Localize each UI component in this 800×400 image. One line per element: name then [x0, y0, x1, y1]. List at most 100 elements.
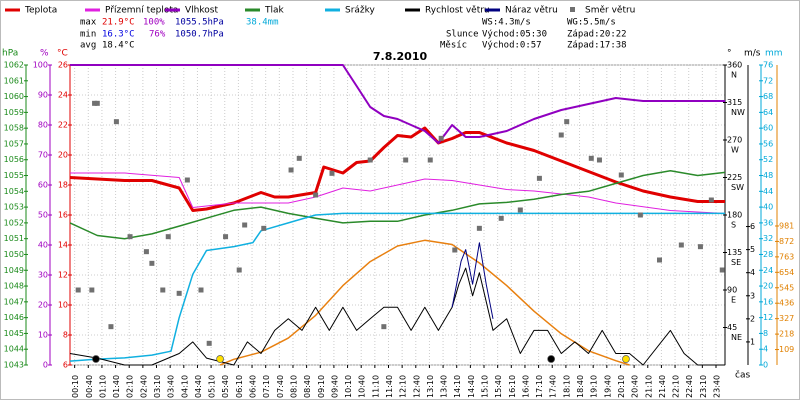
- axis-tick-label: 6: [63, 361, 68, 370]
- axis-unit: m/s: [744, 49, 761, 59]
- x-tick-label: 02:10: [126, 375, 135, 398]
- x-tick-label: 12:40: [412, 375, 421, 398]
- x-tick-label: 04:10: [180, 375, 189, 398]
- axis-tick-label: 18: [58, 181, 68, 190]
- legend-label: Přízemní teplota: [105, 6, 178, 16]
- axis-tick-label: 270: [727, 136, 742, 145]
- axis-tick-label: 218: [779, 330, 794, 339]
- chart-title: 7.8.2010: [373, 50, 428, 63]
- axis-tick-label: 100: [33, 61, 48, 70]
- x-tick-label: 07:10: [262, 375, 271, 398]
- axis-tick-name: S: [731, 221, 736, 230]
- axis-tick-name: W: [731, 146, 739, 155]
- axis-tick-label: 20: [763, 282, 773, 291]
- legend-label: Teplota: [24, 6, 57, 16]
- wind-direction-point: [75, 287, 81, 293]
- axis-tick-label: 763: [779, 252, 794, 261]
- x-tick-label: 01:10: [98, 375, 107, 398]
- x-tick-label: 13:40: [440, 375, 449, 398]
- axis-tick-label: 64: [763, 108, 773, 117]
- series-line: [451, 242, 494, 319]
- axis-tick-label: 22: [58, 121, 68, 130]
- series-line: [70, 172, 726, 214]
- x-tick-label: 03:40: [167, 375, 176, 398]
- axis-tick-label: 20: [58, 151, 68, 160]
- wind-direction-point: [288, 167, 294, 173]
- axis-tick-label: 0: [43, 361, 48, 370]
- axis-tick-label: 60: [38, 181, 48, 190]
- axis-tick-label: 135: [727, 248, 742, 257]
- axis-tick-label: 1056: [4, 155, 24, 164]
- axis-tick-label: 315: [727, 98, 742, 107]
- wind-direction-point: [517, 207, 523, 213]
- x-tick-label: 16:40: [521, 375, 530, 398]
- wind-direction-point: [92, 100, 98, 106]
- x-tick-label: 17:40: [549, 375, 558, 398]
- axis-tick-label: 36: [763, 218, 773, 227]
- x-tick-label: 16:10: [508, 375, 517, 398]
- axis-unit: °: [727, 49, 732, 59]
- x-tick-label: 10:40: [358, 375, 367, 398]
- legend-label: Tlak: [264, 6, 285, 16]
- x-tick-label: 23:10: [699, 375, 708, 398]
- wind-direction-point: [198, 287, 204, 293]
- wind-direction-point: [206, 340, 212, 346]
- x-tick-label: 04:40: [194, 375, 203, 398]
- wind-direction-point: [184, 177, 190, 183]
- wind-direction-point: [296, 155, 302, 161]
- stat: 76%: [149, 30, 166, 40]
- wind-direction-point: [127, 234, 133, 240]
- wind-direction-point: [637, 212, 643, 218]
- axis-tick-label: 45: [727, 323, 737, 332]
- axis-tick-label: 32: [763, 234, 773, 243]
- x-tick-label: 02:40: [139, 375, 148, 398]
- axis-tick-label: 2: [750, 314, 755, 323]
- axis-unit: °C: [57, 49, 68, 59]
- x-tick-label: 14:10: [453, 375, 462, 398]
- axis-tick-label: 20: [38, 301, 48, 310]
- wind-direction-point: [236, 267, 242, 273]
- axis-unit: hPa: [2, 49, 18, 59]
- stats: max 21.9°C 100% 1055.5hPa 38.4mm min 16.…: [80, 18, 627, 51]
- wind-direction-point: [564, 119, 570, 125]
- stat: min: [80, 30, 96, 40]
- axis-tick-label: 6: [750, 222, 755, 231]
- stat: 100%: [143, 18, 165, 28]
- axis-tick-label: 50: [38, 211, 48, 220]
- x-tick-label: 20:10: [617, 375, 626, 398]
- wind-direction-point: [261, 225, 267, 231]
- axis-tick-label: 10: [58, 301, 68, 310]
- series-line: [69, 170, 726, 240]
- axis-tick-label: 981: [779, 221, 794, 230]
- x-tick-label: 06:10: [235, 375, 244, 398]
- x-tick-label: 19:40: [603, 375, 612, 398]
- axis-tick-label: 1049: [4, 266, 24, 275]
- wind-direction-point: [588, 155, 594, 161]
- axis-tick-label: 1052: [4, 218, 24, 227]
- axis-tick-label: 1051: [4, 234, 24, 243]
- x-tick-label: 00:40: [85, 375, 94, 398]
- stat: Západ:17:38: [567, 41, 627, 51]
- stat: Východ:05:30: [482, 30, 547, 40]
- axis-tick-name: SW: [731, 183, 744, 192]
- wind-direction-point: [618, 172, 624, 178]
- wind-direction-point: [427, 157, 433, 163]
- axis-tick-label: 80: [38, 121, 48, 130]
- wind-direction-point: [165, 234, 171, 240]
- axis-tick-label: 1044: [4, 345, 24, 354]
- x-tick-label: 06:40: [249, 375, 258, 398]
- axis-tick-label: 76: [763, 61, 773, 70]
- axis-tick-name: NE: [731, 333, 742, 342]
- stat: avg: [80, 41, 96, 51]
- axis-tick-label: 4: [763, 345, 768, 354]
- series-line: [69, 267, 725, 366]
- axis-tick-label: 8: [63, 331, 68, 340]
- x-tick-label: 08:40: [303, 375, 312, 398]
- event-marker: [547, 355, 556, 363]
- axis-tick-name: SE: [731, 258, 741, 267]
- axis-tick-label: 180: [727, 211, 742, 220]
- axis-tick-label: 8: [763, 329, 768, 338]
- axis-tick-label: 12: [763, 313, 773, 322]
- stat: WG:5.5m/s: [567, 18, 616, 28]
